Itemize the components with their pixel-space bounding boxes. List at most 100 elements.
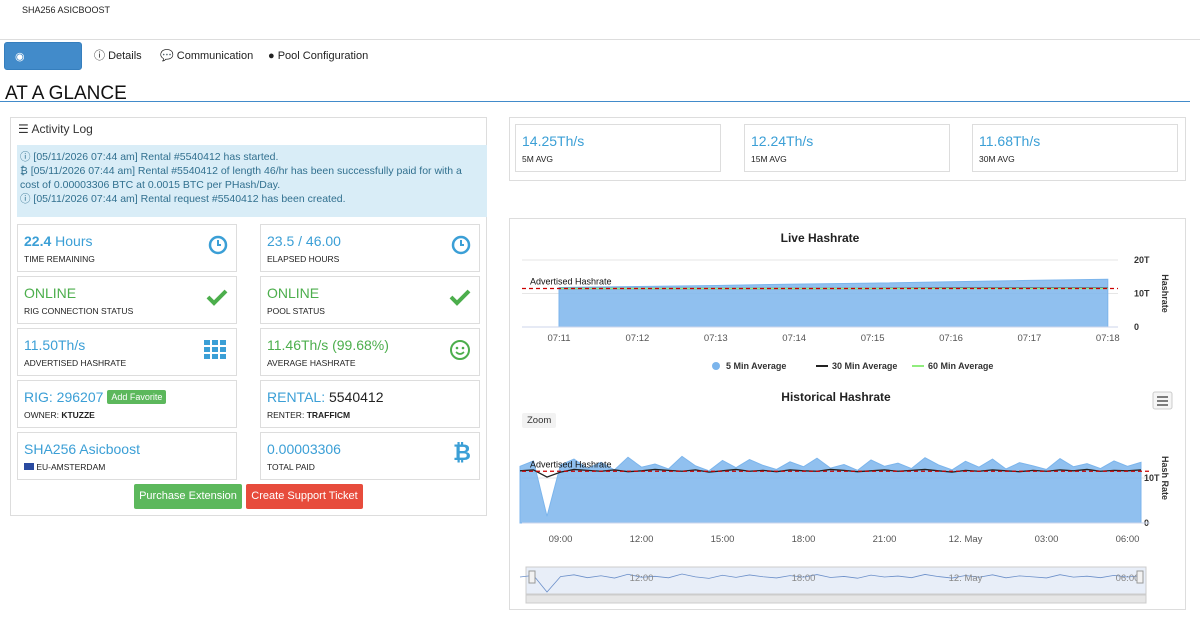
legend-label: 60 Min Average	[928, 361, 993, 371]
log-title: ☰ Activity Log	[18, 122, 93, 136]
x-tick-label: 07:15	[861, 333, 885, 344]
tab-label: Pool Configuration	[277, 50, 369, 62]
card-value: RIG: 296207 Add Favorite	[24, 389, 167, 405]
avg-card: 12.24Th/s 15M AVG	[744, 124, 950, 172]
support-ticket[interactable]: Create Support Ticket	[246, 484, 363, 509]
grid-icon	[204, 340, 226, 359]
navigator-label: 12. May	[949, 573, 983, 584]
card-label: OWNER: KTUZZE	[24, 410, 95, 420]
chart-title: Historical Hashrate	[781, 390, 891, 404]
label: RENTER:	[267, 410, 305, 420]
log-title-text: Activity Log	[31, 122, 93, 136]
card-value: SHA256 Asicboost	[24, 441, 140, 457]
averages-panel	[509, 117, 1186, 181]
check-icon	[449, 289, 471, 306]
card-label: AVERAGE HASHRATE	[267, 358, 356, 368]
unit: Hours	[55, 233, 93, 249]
reference-label: Advertised Hashrate	[530, 276, 612, 286]
area	[519, 455, 1142, 524]
card: 11.46Th/s (99.68%) AVERAGE HASHRATE	[260, 328, 480, 376]
divider	[0, 101, 1190, 102]
log-entry: ₿ [05/11/2026 07:44 am] Rental #5540412 …	[20, 165, 462, 191]
card-value: ONLINE	[267, 285, 320, 301]
x-tick-label: 07:12	[626, 333, 650, 344]
card-value: RENTAL: 5540412	[267, 389, 384, 405]
add-favorite[interactable]: Add Favorite	[107, 390, 167, 404]
value: 5540412	[328, 389, 384, 405]
clock-icon	[208, 235, 228, 255]
owner: KTUZZE	[61, 410, 95, 420]
tab-pool[interactable]: ● Pool Configuration	[268, 50, 369, 62]
x-tick-label: 07:14	[782, 333, 806, 344]
log-text: [05/11/2026 07:44 am] Rental #5540412 ha…	[33, 151, 279, 163]
card-value: 22.4 Hours	[24, 233, 93, 249]
card: ONLINE RIG CONNECTION STATUS	[17, 276, 237, 324]
x-tick-label: 15:00	[711, 534, 735, 545]
x-tick-label: 21:00	[873, 534, 897, 545]
tab-label: Communication	[176, 50, 254, 62]
zoom-button[interactable]: Zoom	[522, 413, 557, 428]
prefix: RENTAL:	[267, 389, 326, 405]
card: RIG: 296207 Add Favorite OWNER: KTUZZE	[17, 380, 237, 428]
divider	[0, 39, 1200, 40]
reference-label: Advertised Hashrate	[530, 459, 612, 469]
nav-handle-right	[1136, 570, 1144, 584]
card: 11.50Th/s ADVERTISED HASHRATE	[17, 328, 237, 376]
card-label: TOTAL PAID	[267, 462, 315, 472]
card-value: 11.46Th/s (99.68%)	[267, 337, 389, 353]
x-tick-label: 12. May	[949, 534, 983, 545]
tab-summary[interactable]: ◉ Summary	[4, 42, 82, 91]
avg-label: 5M AVG	[522, 154, 554, 164]
card: RENTAL: 5540412 RENTER: TRAFFICM	[260, 380, 480, 428]
navigator-label: 18:00	[792, 573, 816, 584]
avg-card: 11.68Th/s 30M AVG	[972, 124, 1178, 172]
bitcoin-icon: ₿	[453, 441, 471, 465]
navigator-label: 12:00	[630, 573, 654, 584]
label: OWNER:	[24, 410, 59, 420]
renter: TRAFFICM	[306, 410, 351, 420]
log-entry: ⓘ [05/11/2026 07:44 am] Rental request #…	[20, 193, 346, 205]
avg-label: 15M AVG	[751, 154, 787, 164]
section-title: AT A GLANCE	[5, 83, 127, 104]
tab-communication[interactable]: 💬 Communication	[160, 50, 254, 62]
card-label: EU-AMSTERDAM	[24, 462, 105, 472]
value: 296207	[56, 389, 104, 405]
x-tick-label: 03:00	[1035, 534, 1059, 545]
navigator-label: 06:00	[1116, 573, 1140, 584]
y-axis-label: Hash Rate	[1160, 456, 1170, 500]
avg-value: 11.68Th/s	[979, 133, 1041, 149]
label: EU-AMSTERDAM	[36, 462, 106, 472]
y-tick-label: 10T	[1144, 473, 1160, 483]
check-icon	[206, 289, 228, 306]
rig-title: SHA256 ASICBOOST	[22, 5, 111, 15]
avg-value: 14.25Th/s	[522, 133, 585, 149]
card: ONLINE POOL STATUS	[260, 276, 480, 324]
eu-flag	[24, 463, 34, 470]
menu-icon[interactable]	[1152, 391, 1173, 410]
avg-label: 30M AVG	[979, 154, 1015, 164]
log-entry: ⓘ [05/11/2026 07:44 am] Rental #5540412 …	[20, 151, 279, 163]
card-value: 0.00003306	[267, 441, 341, 457]
clock-icon	[451, 235, 471, 255]
x-tick-label: 18:00	[792, 534, 816, 545]
avg-value: 12.24Th/s	[751, 133, 814, 149]
x-tick-label: 07:11	[547, 333, 570, 344]
tab-details[interactable]: ⓘ Details	[94, 50, 142, 62]
area	[558, 278, 1109, 328]
x-tick-label: 07:18	[1096, 333, 1120, 344]
card: 0.00003306 TOTAL PAID ₿	[260, 432, 480, 480]
card-label: RIG CONNECTION STATUS	[24, 306, 134, 316]
chart-title: Live Hashrate	[781, 231, 860, 245]
x-tick-label: 06:00	[1116, 534, 1140, 545]
card: 23.5 / 46.00 ELAPSED HOURS	[260, 224, 480, 272]
tab-label: Details	[108, 50, 142, 62]
card-value: 23.5 / 46.00	[267, 233, 341, 249]
y-tick-label: 10T	[1134, 289, 1150, 299]
purchase-extension[interactable]: Purchase Extension	[134, 484, 242, 509]
legend-label: 5 Min Average	[726, 361, 786, 371]
log-text: [05/11/2026 07:44 am] Rental #5540412 of…	[20, 165, 462, 191]
smile-icon	[450, 340, 470, 360]
navigator	[525, 566, 1147, 595]
